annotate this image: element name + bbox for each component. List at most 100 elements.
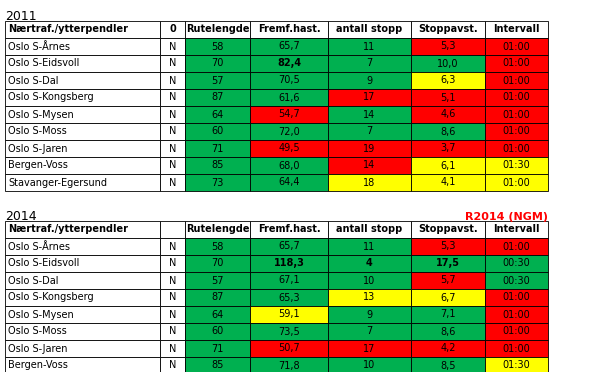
Text: N: N [169, 93, 176, 103]
Bar [411, 157, 485, 174]
Bar [250, 140, 328, 157]
Text: 2011: 2011 [5, 10, 36, 23]
Bar [328, 89, 411, 106]
Text: 0: 0 [169, 25, 176, 35]
Text: 11: 11 [364, 241, 376, 251]
Bar [328, 289, 411, 306]
Text: N: N [169, 310, 176, 320]
Bar [160, 340, 185, 357]
Bar [5, 174, 160, 191]
Text: 59,1: 59,1 [278, 310, 300, 320]
Bar [411, 323, 485, 340]
Bar [5, 357, 160, 372]
Bar [5, 238, 160, 255]
Bar [160, 238, 185, 255]
Text: 10: 10 [364, 360, 376, 371]
Bar [5, 272, 160, 289]
Bar [485, 357, 548, 372]
Text: 00:30: 00:30 [503, 259, 530, 269]
Text: N: N [169, 160, 176, 170]
Text: Oslo S-Jaren: Oslo S-Jaren [8, 144, 67, 154]
Bar [485, 255, 548, 272]
Bar [185, 123, 250, 140]
Text: 01:00: 01:00 [503, 42, 530, 51]
Bar [328, 38, 411, 55]
Bar [328, 72, 411, 89]
Text: 8,5: 8,5 [440, 360, 456, 371]
Text: Intervall: Intervall [493, 25, 540, 35]
Bar [485, 140, 548, 157]
Text: 5,1: 5,1 [440, 93, 456, 103]
Bar [411, 289, 485, 306]
Text: 17,5: 17,5 [436, 259, 460, 269]
Bar [411, 174, 485, 191]
Text: 64: 64 [211, 310, 224, 320]
Bar [185, 89, 250, 106]
Text: R2014 (NGM): R2014 (NGM) [465, 212, 548, 222]
Text: Bergen-Voss: Bergen-Voss [8, 360, 68, 371]
Text: Rutelengde: Rutelengde [186, 25, 250, 35]
Bar [328, 221, 411, 238]
Bar [250, 221, 328, 238]
Bar [250, 289, 328, 306]
Text: 82,4: 82,4 [277, 58, 301, 68]
Bar [185, 174, 250, 191]
Text: 9: 9 [367, 310, 373, 320]
Text: Oslo S-Kongsberg: Oslo S-Kongsberg [8, 292, 94, 302]
Text: Fremf.hast.: Fremf.hast. [258, 25, 321, 35]
Bar [5, 89, 160, 106]
Bar [485, 89, 548, 106]
Text: 5,7: 5,7 [440, 276, 456, 285]
Text: 70,5: 70,5 [278, 76, 300, 86]
Text: 67,1: 67,1 [278, 276, 300, 285]
Bar [160, 255, 185, 272]
Bar [411, 140, 485, 157]
Bar [411, 306, 485, 323]
Text: Fremf.hast.: Fremf.hast. [258, 224, 321, 234]
Bar [411, 21, 485, 38]
Text: 71: 71 [211, 144, 224, 154]
Bar [250, 89, 328, 106]
Bar [328, 55, 411, 72]
Bar [160, 323, 185, 340]
Text: 64: 64 [211, 109, 224, 119]
Bar [185, 323, 250, 340]
Bar [485, 123, 548, 140]
Text: antall stopp: antall stopp [336, 25, 402, 35]
Text: 50,7: 50,7 [278, 343, 300, 353]
Text: 73,5: 73,5 [278, 327, 300, 337]
Bar [250, 306, 328, 323]
Text: Stavanger-Egersund: Stavanger-Egersund [8, 177, 107, 187]
Text: 65,7: 65,7 [278, 241, 300, 251]
Bar [411, 106, 485, 123]
Text: 4,1: 4,1 [441, 177, 456, 187]
Bar [185, 340, 250, 357]
Text: 4,6: 4,6 [441, 109, 456, 119]
Text: N: N [169, 126, 176, 137]
Text: Oslo S-Dal: Oslo S-Dal [8, 76, 59, 86]
Text: 01:00: 01:00 [503, 327, 530, 337]
Text: N: N [169, 259, 176, 269]
Bar [485, 221, 548, 238]
Text: 58: 58 [211, 241, 224, 251]
Bar [485, 38, 548, 55]
Text: antall stopp: antall stopp [336, 224, 402, 234]
Bar [250, 55, 328, 72]
Text: Bergen-Voss: Bergen-Voss [8, 160, 68, 170]
Text: Oslo S-Moss: Oslo S-Moss [8, 327, 67, 337]
Text: 8,6: 8,6 [441, 327, 456, 337]
Bar [485, 289, 548, 306]
Bar [328, 255, 411, 272]
Text: 118,3: 118,3 [273, 259, 304, 269]
Text: Nærtraf./ytterpendler: Nærtraf./ytterpendler [8, 25, 128, 35]
Text: 65,7: 65,7 [278, 42, 300, 51]
Bar [328, 340, 411, 357]
Bar [160, 357, 185, 372]
Bar [5, 323, 160, 340]
Bar [411, 255, 485, 272]
Text: 73: 73 [211, 177, 224, 187]
Text: Oslo S-Moss: Oslo S-Moss [8, 126, 67, 137]
Text: N: N [169, 343, 176, 353]
Text: 6,3: 6,3 [441, 76, 456, 86]
Text: 8,6: 8,6 [441, 126, 456, 137]
